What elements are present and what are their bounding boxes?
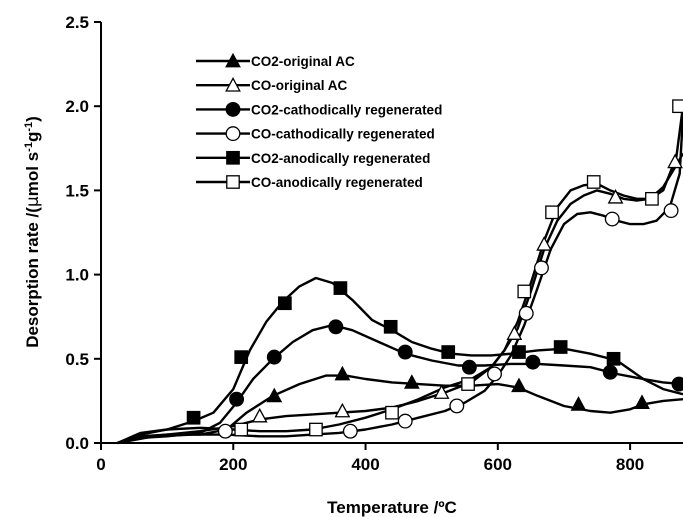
series-6-marker (545, 205, 559, 220)
series-4-marker (342, 423, 358, 439)
series-1-marker (634, 394, 650, 410)
legend-label: CO-cathodically regenerated (251, 127, 435, 142)
legend-label: CO2-original AC (251, 54, 355, 69)
series-5-marker (278, 296, 292, 311)
y-tick-label: 2.0 (65, 97, 89, 116)
series-6-marker (234, 422, 249, 437)
y-axis-title-prefix: Desorption rate /( (23, 207, 42, 348)
series-1-marker (511, 377, 527, 393)
series-3-marker (671, 376, 683, 392)
x-tick-label: 0 (96, 455, 105, 474)
legend-entry-5: CO2-anodically regenerated (196, 151, 430, 166)
y-axis-title-suffix: ) (23, 116, 42, 122)
series-6-marker (645, 191, 659, 206)
legend-label: CO2-cathodically regenerated (251, 102, 442, 117)
x-axis-title: Temperature /ºC (327, 498, 457, 517)
y-axis-title-exp2: -1 (23, 122, 35, 132)
x-tick-label: 800 (616, 455, 644, 474)
series-6-marker (672, 99, 683, 114)
series-5-marker (383, 319, 398, 334)
x-tick-label: 200 (219, 455, 247, 474)
series-2-marker (506, 325, 523, 340)
y-tick-label: 2.5 (65, 13, 89, 32)
series-line-4 (117, 114, 683, 445)
legend-marker (226, 150, 240, 165)
series-3-marker (461, 359, 477, 375)
series-5-marker (234, 350, 249, 364)
y-axis-title-g: g (23, 132, 42, 142)
series-5-marker (441, 345, 456, 359)
series-1-marker (403, 374, 420, 389)
series-2-marker (334, 402, 351, 418)
series-5-marker (333, 281, 348, 295)
y-tick-label: 0.5 (65, 350, 89, 369)
series-3-marker (229, 391, 245, 407)
series-3-marker (525, 354, 541, 370)
series-6-marker (385, 405, 399, 420)
legend-marker (226, 175, 240, 189)
legend: CO2-original AC CO-original AC CO2-cathodi… (196, 52, 442, 190)
series-3-marker (328, 319, 344, 335)
series-2-marker (251, 407, 268, 423)
axes (100, 22, 683, 444)
series-1-marker (570, 396, 587, 411)
legend-entry-4: CO-cathodically regenerated (196, 126, 435, 142)
series-4-marker (518, 305, 534, 321)
x-tick-label: 400 (351, 455, 379, 474)
legend-label: CO-original AC (251, 78, 347, 93)
series-3-marker (602, 364, 618, 380)
series-4-marker (534, 260, 549, 276)
y-tick-label: 0.0 (65, 434, 89, 453)
legend-entry-3: CO2-cathodically regenerated (196, 101, 442, 117)
series-4-marker (604, 211, 620, 227)
series-4-marker (663, 203, 679, 219)
series-5-marker (553, 340, 568, 354)
series-5-marker (512, 345, 526, 359)
y-tick-label: 1.0 (65, 266, 89, 285)
series-line-2 (117, 152, 683, 445)
series-line-5 (117, 276, 683, 445)
y-axis-title-exp1: -1 (23, 142, 35, 152)
series-3-marker (397, 344, 413, 360)
legend-marker (225, 52, 241, 68)
series-4-marker (487, 366, 502, 382)
legend-label: CO2-anodically regenerated (251, 151, 430, 166)
legend-marker (225, 77, 241, 92)
series-4-marker (217, 423, 233, 439)
series-5-marker (606, 351, 621, 366)
series-2-marker (667, 153, 683, 169)
y-axis-title-mid: mol s (23, 152, 42, 196)
legend-entry-1: CO2-original AC (196, 52, 355, 69)
x-tick-label: 600 (484, 455, 512, 474)
series-2-marker (433, 384, 450, 399)
legend-marker (225, 126, 241, 142)
y-axis-title: Desorption rate /(μmol s-1g-1) (23, 116, 43, 348)
series-line-6 (117, 106, 683, 445)
series-4-marker (449, 398, 465, 414)
series-4-marker (397, 413, 413, 429)
series-2-marker (607, 188, 624, 204)
series-2-marker (536, 236, 553, 251)
series-markers (186, 99, 683, 439)
legend-entry-2: CO-original AC (196, 77, 347, 93)
y-tick-label: 1.5 (65, 181, 89, 200)
legend-entry-6: CO-anodically regenerated (196, 175, 423, 190)
series-6-marker (309, 422, 323, 437)
series-6-marker (586, 175, 601, 189)
series-3-marker (266, 349, 282, 365)
series-6-marker (461, 377, 475, 391)
y-axis-title-mu: μ (23, 196, 43, 207)
series-1-marker (266, 387, 283, 403)
ticks: 0.0 0.5 1.0 1.5 2.0 2.5 0 200 400 600 800 (65, 13, 644, 474)
series-1-marker (334, 365, 351, 381)
legend-marker (225, 101, 241, 117)
series-line-3 (117, 323, 683, 445)
series-5-marker (186, 410, 201, 425)
legend-label: CO-anodically regenerated (251, 175, 423, 190)
series-6-marker (517, 284, 532, 299)
